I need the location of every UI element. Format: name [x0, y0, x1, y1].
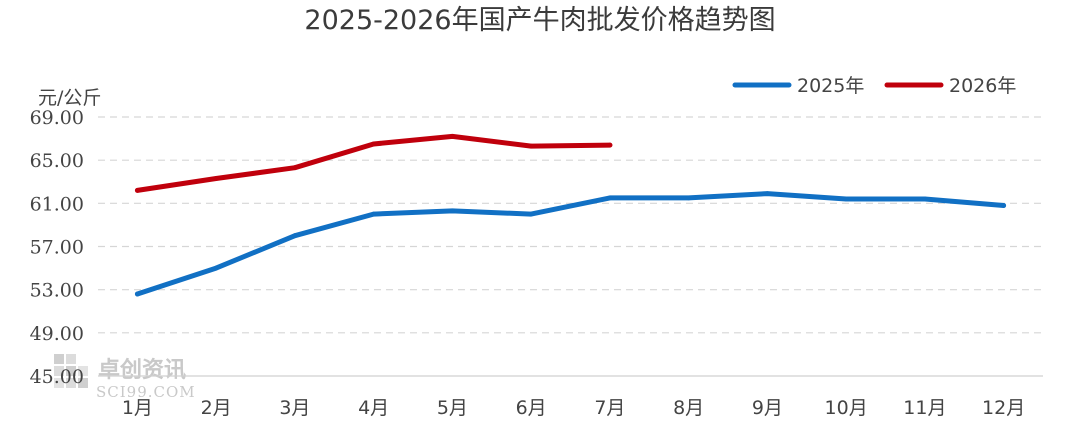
x-tick-label: 11月 [903, 397, 946, 419]
data-point [528, 211, 534, 217]
x-tick-label: 2月 [201, 397, 232, 419]
data-point [765, 191, 770, 197]
y-tick-label: 57.00 [30, 237, 84, 259]
data-point [135, 188, 140, 193]
grid [98, 116, 1043, 334]
data-point [135, 291, 140, 297]
series-line-0 [134, 191, 1007, 297]
x-tick-label: 1月 [122, 397, 153, 419]
x-tick-label: 3月 [279, 397, 310, 419]
x-axis-ticks: 1月 2月 3月 4月 5月 6月 7月 8月 9月 10月 11月 12月 [122, 397, 1025, 419]
data-point [1001, 203, 1006, 208]
x-tick-label: 5月 [437, 397, 468, 419]
data-point [607, 195, 613, 201]
data-point [528, 143, 534, 149]
data-point [292, 165, 298, 171]
y-tick-label: 53.00 [30, 280, 84, 302]
data-point [371, 211, 376, 217]
data-point [213, 176, 219, 181]
legend-label-1: 2026年 [949, 75, 1016, 97]
series-layer [134, 133, 1007, 297]
y-tick-label: 69.00 [30, 107, 84, 129]
chart-title: 2025-2026年国产牛肉批发价格趋势图 [304, 5, 775, 36]
data-point [450, 208, 455, 214]
legend: 2025年 2026年 [732, 75, 1016, 97]
y-tick-label: 45.00 [30, 366, 84, 388]
y-tick-label: 61.00 [30, 193, 84, 215]
watermark-domain: SCI99.COM [96, 383, 196, 401]
data-point [843, 196, 849, 202]
x-tick-label: 6月 [516, 397, 547, 419]
data-point [922, 196, 928, 202]
y-tick-label: 65.00 [30, 150, 84, 172]
x-tick-label: 12月 [982, 397, 1025, 419]
x-tick-label: 10月 [825, 397, 868, 419]
legend-label-0: 2025年 [797, 75, 864, 97]
x-tick-label: 8月 [673, 397, 704, 419]
y-axis-label: 元/公斤 [38, 87, 101, 109]
data-point [607, 142, 613, 148]
x-tick-label: 4月 [358, 397, 389, 419]
watermark: 卓创资讯 SCI99.COM [54, 354, 196, 401]
data-point [292, 233, 298, 239]
data-point [371, 141, 376, 147]
watermark-logo-icon [54, 354, 88, 388]
watermark-name: 卓创资讯 [98, 358, 186, 383]
y-axis-ticks: 45.00 49.00 53.00 57.00 61.00 65.00 69.00 [30, 107, 84, 388]
x-tick-label: 9月 [752, 397, 783, 419]
data-point [213, 265, 219, 271]
data-point [450, 134, 455, 139]
y-tick-label: 49.00 [30, 323, 84, 345]
x-tick-label: 7月 [594, 397, 625, 419]
data-point [686, 195, 691, 201]
